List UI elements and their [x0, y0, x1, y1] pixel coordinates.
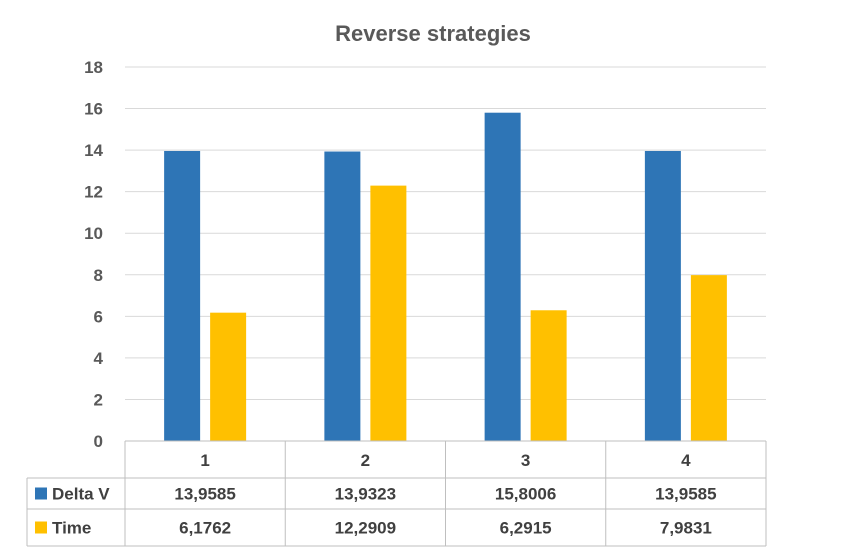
y-tick-label: 4 [94, 349, 104, 368]
legend-swatch [35, 487, 47, 500]
data-label: 6,1762 [179, 519, 231, 538]
y-tick-label: 6 [94, 307, 103, 326]
y-tick-label: 10 [84, 224, 103, 243]
data-label: 15,8006 [495, 485, 556, 504]
data-label: 13,9323 [335, 485, 396, 504]
y-axis-ticks: 0 2 4 6 8 10 12 14 16 18 [84, 58, 103, 451]
legend-label: Time [52, 519, 91, 538]
data-label: 7,9831 [660, 519, 712, 538]
y-tick-label: 8 [94, 266, 103, 285]
y-tick-label: 18 [84, 58, 103, 77]
y-tick-label: 12 [84, 183, 103, 202]
bar-delta-v-3 [484, 112, 521, 442]
data-label: 12,2909 [335, 519, 396, 538]
bar-delta-v-2 [324, 151, 361, 441]
y-tick-label: 16 [84, 100, 103, 119]
bars [164, 112, 727, 442]
y-tick-label: 14 [84, 141, 103, 160]
bar-time-4 [690, 275, 727, 441]
y-tick-label: 2 [94, 390, 103, 409]
category-label: 2 [361, 451, 370, 470]
bar-time-1 [210, 312, 247, 441]
bar-delta-v-1 [164, 150, 201, 441]
bar-time-2 [370, 185, 407, 441]
legend-swatch [35, 521, 47, 534]
data-label: 13,9585 [655, 485, 716, 504]
category-label: 4 [681, 451, 691, 470]
legend-label: Delta V [52, 485, 110, 504]
data-table: 1 2 3 4 Delta V 13,9585 13,9323 15,8006 13,9585 T… [26, 440, 767, 547]
chart-title: Reverse strategies [335, 21, 531, 46]
y-tick-label: 0 [94, 432, 103, 451]
bar-delta-v-4 [644, 150, 681, 441]
data-label: 13,9585 [174, 485, 235, 504]
category-label: 1 [200, 451, 209, 470]
category-label: 3 [521, 451, 530, 470]
data-label: 6,2915 [500, 519, 552, 538]
bar-time-3 [530, 310, 567, 441]
